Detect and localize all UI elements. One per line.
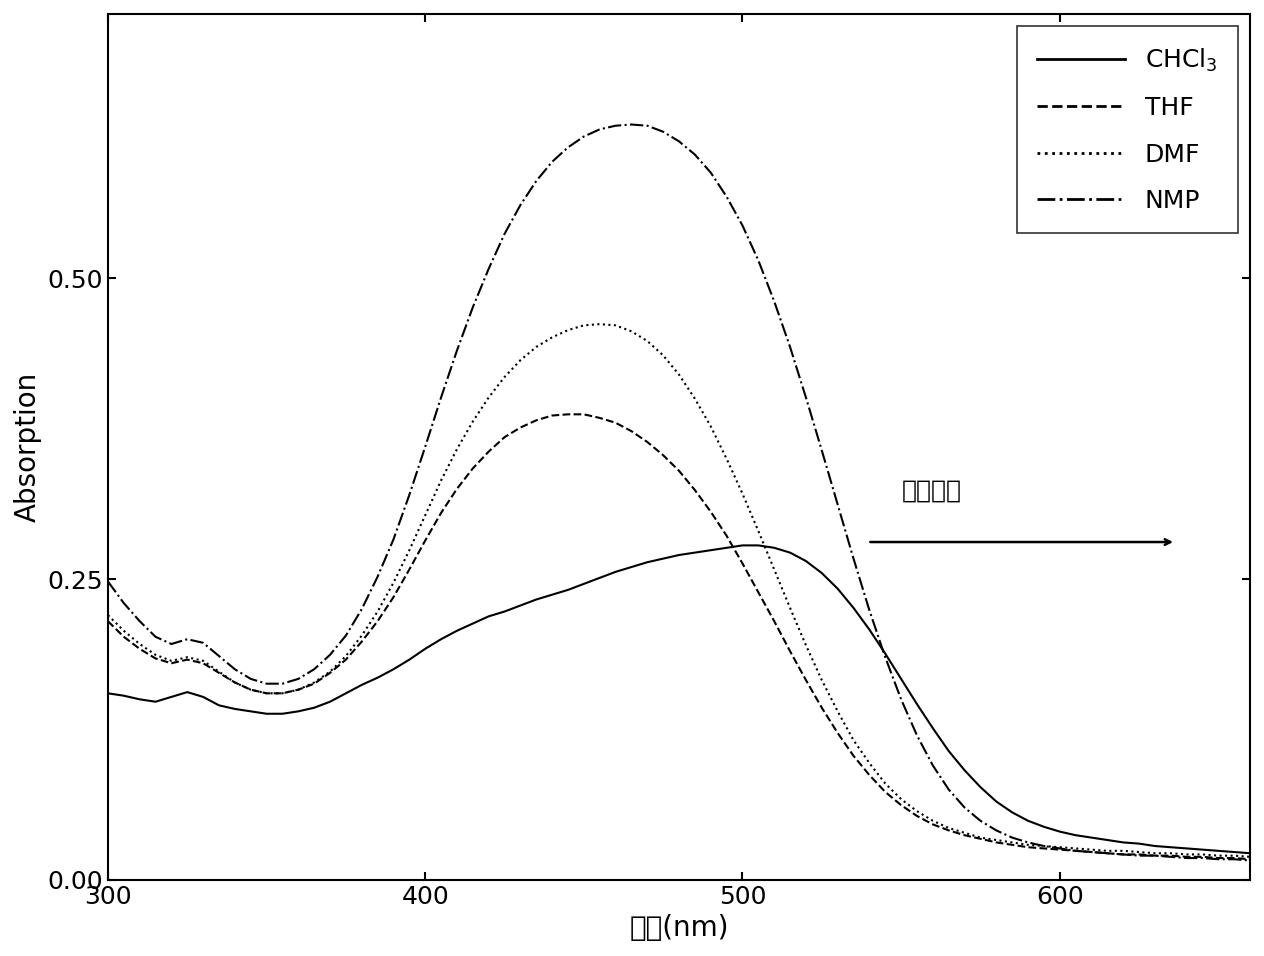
X-axis label: 波长(nm): 波长(nm) (629, 914, 729, 942)
Y-axis label: Absorption: Absorption (14, 372, 42, 522)
Legend: CHCl$_3$, THF, DMF, NMP: CHCl$_3$, THF, DMF, NMP (1018, 27, 1237, 233)
Text: 极性增加: 极性增加 (901, 479, 962, 503)
